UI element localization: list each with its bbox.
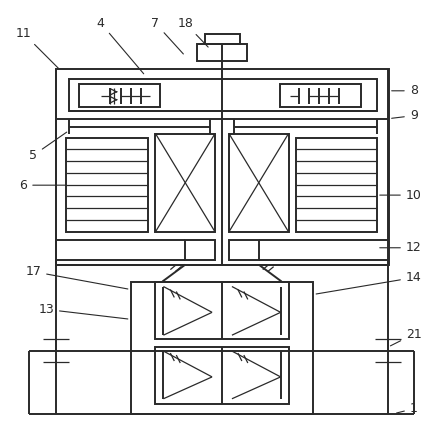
Bar <box>131 282 313 414</box>
Text: 4: 4 <box>97 17 144 74</box>
Text: 5: 5 <box>29 132 67 162</box>
Text: 13: 13 <box>38 303 128 319</box>
Text: 14: 14 <box>316 271 422 294</box>
Text: 11: 11 <box>16 27 59 69</box>
Bar <box>155 282 289 339</box>
Text: 12: 12 <box>380 241 422 254</box>
Text: 8: 8 <box>392 84 418 97</box>
Text: 9: 9 <box>392 109 418 122</box>
Bar <box>155 347 289 404</box>
Bar <box>155 134 215 232</box>
Bar <box>296 139 377 232</box>
Text: 21: 21 <box>390 328 422 346</box>
Bar <box>79 84 160 107</box>
Bar <box>197 44 247 61</box>
Text: 17: 17 <box>25 265 128 289</box>
Bar <box>56 69 389 265</box>
Text: 1: 1 <box>396 402 418 415</box>
Bar <box>229 134 289 232</box>
Text: 7: 7 <box>151 17 183 54</box>
Bar <box>205 34 240 44</box>
Bar <box>66 139 148 232</box>
Text: 10: 10 <box>380 189 422 201</box>
Text: 18: 18 <box>177 17 208 47</box>
Bar <box>280 84 361 107</box>
Bar <box>69 79 377 111</box>
Bar <box>185 240 215 259</box>
Bar <box>229 240 259 259</box>
Text: 6: 6 <box>20 179 66 192</box>
